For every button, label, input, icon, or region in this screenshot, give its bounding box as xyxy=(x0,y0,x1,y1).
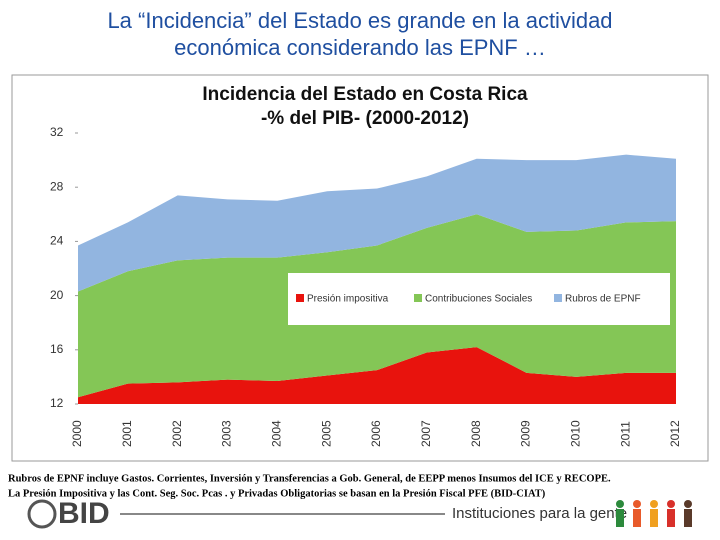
x-tick-label: 2008 xyxy=(469,420,483,447)
x-tick-label: 2001 xyxy=(120,420,134,447)
x-tick-label: 2006 xyxy=(369,420,383,447)
area xyxy=(78,347,676,404)
x-tick-label: 2002 xyxy=(170,420,184,447)
slide-title: La “Incidencia” del Estado es grande en … xyxy=(107,8,612,33)
y-tick-label: 24 xyxy=(50,234,64,248)
people-icons xyxy=(616,500,692,527)
legend-label: Presión impositiva xyxy=(307,294,389,305)
x-tick-label: 2009 xyxy=(519,420,533,447)
legend-box xyxy=(288,273,670,325)
x-tick-label: 2012 xyxy=(668,420,682,447)
y-tick-label: 12 xyxy=(50,396,64,410)
legend: Presión impositiva Contribuciones Sociale… xyxy=(288,273,670,325)
chart-title: -% del PIB- (2000-2012) xyxy=(261,108,469,129)
x-tick-label: 2010 xyxy=(569,420,583,447)
logo-text: BID xyxy=(58,497,110,530)
legend-swatch xyxy=(296,294,304,302)
legend-swatch xyxy=(554,294,562,302)
logo-globe xyxy=(27,499,57,529)
y-tick-label: 16 xyxy=(50,342,64,356)
y-tick-label: 28 xyxy=(50,179,64,193)
x-tick-label: 2007 xyxy=(419,420,433,447)
y-tick-label: 20 xyxy=(50,288,64,302)
x-tick-label: 2004 xyxy=(270,420,284,447)
legend-label: Contribuciones Sociales xyxy=(425,294,532,305)
slogan: Instituciones para la gente xyxy=(452,505,627,522)
slide-title: económica considerando las EPNF … xyxy=(174,35,546,60)
area xyxy=(78,154,676,292)
legend-swatch xyxy=(414,294,422,302)
chart-title: Incidencia del Estado en Costa Rica xyxy=(202,84,528,105)
x-tick-label: 2003 xyxy=(220,420,234,447)
legend-label: Rubros de EPNF xyxy=(565,294,641,305)
footnote: Rubros de EPNF incluye Gastos. Corriente… xyxy=(8,473,611,484)
y-tick-label: 32 xyxy=(50,125,64,139)
footnote: La Presión Impositiva y las Cont. Seg. S… xyxy=(8,488,546,499)
x-tick-label: 2005 xyxy=(319,420,333,447)
x-tick-label: 2011 xyxy=(618,421,632,447)
x-tick-label: 2000 xyxy=(70,420,84,447)
plot: 12 16 20 24 28 32 2000 2001 2002 2003 2004 2005 2006… xyxy=(50,125,682,447)
